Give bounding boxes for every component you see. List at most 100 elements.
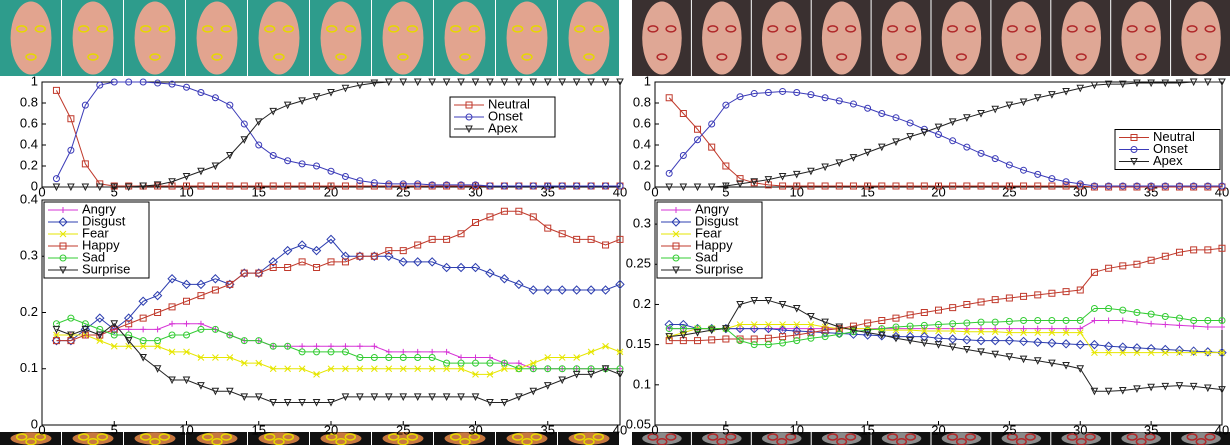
marker	[168, 303, 176, 311]
x-tick-label: 25	[396, 184, 410, 199]
marker	[313, 264, 321, 271]
feature	[1144, 25, 1156, 33]
marker	[154, 309, 162, 316]
marker	[226, 280, 234, 288]
marker	[125, 326, 132, 333]
series-line	[56, 238, 621, 342]
y-tick-label: 0.6	[20, 115, 38, 130]
marker	[1190, 349, 1198, 357]
marker	[764, 334, 772, 342]
feature	[96, 433, 109, 441]
marker	[211, 94, 219, 102]
feature	[725, 25, 737, 33]
x-tick-label: 40	[1215, 422, 1229, 437]
marker	[920, 339, 929, 348]
feature	[325, 433, 338, 441]
marker	[384, 78, 393, 87]
marker	[544, 224, 552, 232]
marker	[935, 321, 942, 329]
y-tick-label: 0.4	[20, 191, 38, 206]
y-tick-label: 0.1	[633, 376, 651, 391]
marker	[282, 245, 293, 256]
marker	[587, 370, 595, 379]
marker	[110, 331, 118, 339]
marker	[154, 342, 161, 350]
marker	[1218, 183, 1226, 191]
marker	[977, 328, 985, 336]
marker	[269, 264, 277, 271]
face	[134, 1, 176, 75]
marker	[356, 81, 364, 90]
marker	[558, 230, 566, 238]
marker	[1175, 248, 1183, 256]
marker	[96, 337, 104, 344]
marker	[708, 325, 716, 333]
marker	[1133, 309, 1141, 316]
marker	[920, 321, 928, 329]
marker	[919, 331, 930, 342]
y-tick-label: 0.2	[20, 157, 38, 172]
marker	[1062, 182, 1070, 190]
feature	[87, 53, 99, 61]
x-tick-label: 5	[111, 184, 118, 199]
marker	[443, 365, 450, 373]
face	[1001, 1, 1042, 75]
marker	[1076, 84, 1085, 93]
marker	[486, 354, 493, 361]
marker	[1105, 182, 1113, 190]
marker	[486, 213, 494, 221]
marker	[949, 320, 957, 328]
marker	[140, 326, 147, 333]
marker	[821, 326, 829, 334]
marker	[892, 314, 900, 322]
y-tick-label: 0.8	[633, 94, 651, 109]
marker	[313, 162, 321, 170]
marker	[59, 266, 67, 275]
legend-label: Neutral	[488, 96, 530, 111]
marker	[835, 159, 844, 167]
marker	[428, 182, 436, 190]
marker	[399, 365, 407, 373]
feature	[282, 25, 295, 33]
y-tick-label: 0.1	[20, 360, 38, 375]
legend-label: Disgust	[82, 213, 126, 228]
marker	[694, 136, 702, 144]
marker	[665, 333, 673, 341]
marker	[457, 230, 465, 238]
marker	[849, 328, 857, 336]
marker	[124, 337, 133, 345]
marker	[1020, 329, 1027, 336]
marker	[472, 359, 479, 367]
marker	[933, 333, 944, 343]
marker	[750, 321, 758, 328]
feature	[946, 433, 959, 441]
marker	[1118, 342, 1128, 352]
marker	[976, 335, 986, 346]
marker	[501, 365, 508, 373]
marker	[312, 93, 321, 101]
marker	[269, 107, 278, 116]
marker	[764, 341, 772, 349]
marker	[708, 120, 716, 128]
marker	[1161, 79, 1170, 88]
marker	[125, 342, 133, 350]
marker	[370, 365, 378, 373]
marker	[169, 320, 176, 327]
marker	[616, 182, 624, 190]
marker	[197, 182, 205, 190]
y-tick-label: 1	[31, 73, 38, 88]
marker	[1019, 98, 1028, 107]
legend-label: Angry	[695, 201, 729, 216]
marker	[948, 343, 957, 352]
marker	[849, 154, 858, 162]
feature	[530, 433, 543, 441]
marker	[835, 182, 843, 190]
feature	[1135, 53, 1147, 61]
marker	[665, 183, 673, 192]
marker	[878, 110, 886, 117]
marker	[807, 182, 815, 190]
marker	[1204, 349, 1212, 357]
marker	[1048, 359, 1056, 368]
marker	[949, 182, 957, 190]
